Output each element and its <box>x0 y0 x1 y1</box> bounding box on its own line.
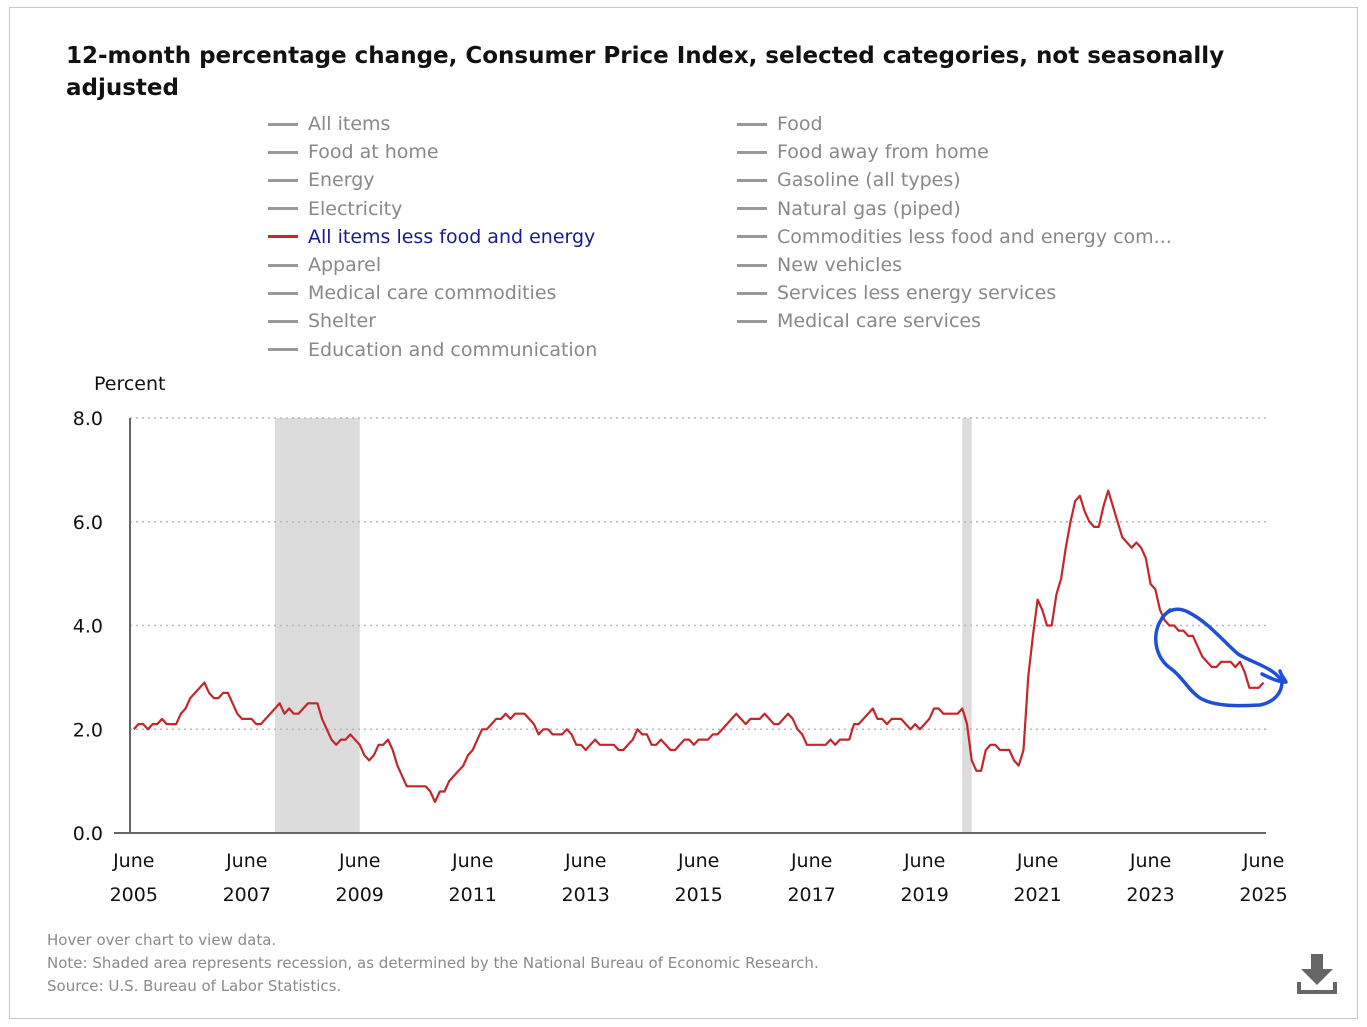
y-tick-label: 8.0 <box>73 408 103 430</box>
legend-label: Food away from home <box>777 141 989 164</box>
x-tick-month: June <box>1129 850 1171 872</box>
legend-swatch <box>737 291 767 295</box>
x-tick-year: 2005 <box>110 884 158 906</box>
legend-swatch <box>268 348 298 352</box>
legend-swatch <box>268 178 298 182</box>
x-tick-month: June <box>112 850 154 872</box>
download-arrow-icon <box>1297 954 1337 994</box>
x-tick-year: 2025 <box>1239 884 1287 906</box>
legend-swatch <box>737 207 767 211</box>
legend-swatch <box>268 291 298 295</box>
legend-label: All items less food and energy <box>308 225 596 248</box>
legend-swatch <box>268 319 298 323</box>
x-tick-year: 2015 <box>674 884 722 906</box>
legend-label: All items <box>308 113 391 135</box>
x-tick-year: 2007 <box>223 884 271 906</box>
annotation-circle <box>1154 607 1288 708</box>
legend-item[interactable]: Food away from home <box>737 138 989 166</box>
y-axis-label: Percent <box>94 373 166 395</box>
legend-swatch <box>737 235 767 239</box>
legend-label: New vehicles <box>777 254 903 276</box>
legend-item[interactable]: Electricity <box>268 195 402 223</box>
legend-item[interactable]: Shelter <box>268 307 376 335</box>
legend-label: Shelter <box>308 310 377 333</box>
hover-hint: Hover over chart to view data. <box>47 931 277 949</box>
x-tick-month: June <box>790 850 832 872</box>
legend-label: Commodities less food and energy com... <box>777 225 1172 248</box>
legend-label: Electricity <box>308 197 403 220</box>
x-tick-month: June <box>677 850 719 872</box>
legend-item[interactable]: Energy <box>268 166 375 194</box>
x-tick-month: June <box>903 850 945 872</box>
legend-label: Food at home <box>308 141 439 164</box>
legend-item[interactable]: New vehicles <box>737 251 902 279</box>
legend-item[interactable]: Natural gas (piped) <box>737 195 961 223</box>
x-tick-month: June <box>1016 850 1058 872</box>
legend-item[interactable]: All items less food and energy <box>268 223 595 251</box>
x-tick-year: 2009 <box>336 884 384 906</box>
x-tick-month: June <box>1242 850 1284 872</box>
legend-label: Medical care services <box>777 310 981 333</box>
recession-band <box>962 418 972 833</box>
y-tick-label: 0.0 <box>73 823 103 845</box>
legend-label: Energy <box>308 169 375 192</box>
legend-swatch <box>737 263 767 267</box>
legend-label: Medical care commodities <box>308 282 557 305</box>
legend-item[interactable]: All items <box>268 110 390 138</box>
legend-item[interactable]: Commodities less food and energy com... <box>737 223 1172 251</box>
legend-item[interactable]: Medical care commodities <box>268 279 556 307</box>
x-tick-year: 2013 <box>562 884 610 906</box>
x-tick-month: June <box>451 850 493 872</box>
x-tick-year: 2019 <box>900 884 948 906</box>
legend-label: Apparel <box>308 254 382 276</box>
chart-frame <box>9 7 1358 1019</box>
x-tick-month: June <box>225 850 267 872</box>
legend-label: Services less energy services <box>777 282 1057 305</box>
legend-label: Natural gas (piped) <box>777 197 961 220</box>
source-note: Source: U.S. Bureau of Labor Statistics. <box>47 977 342 995</box>
y-tick-label: 2.0 <box>73 719 103 741</box>
y-tick-label: 4.0 <box>73 616 103 638</box>
legend-item[interactable]: Apparel <box>268 251 381 279</box>
legend-label: Gasoline (all types) <box>777 169 961 192</box>
y-tick-label: 6.0 <box>73 512 103 534</box>
x-tick-year: 2021 <box>1013 884 1061 906</box>
legend-swatch <box>268 263 298 267</box>
legend-label: Education and communication <box>308 338 598 361</box>
chart-title: 12-month percentage change, Consumer Pri… <box>66 43 1225 101</box>
legend-swatch <box>737 178 767 182</box>
x-tick-month: June <box>338 850 380 872</box>
legend-item[interactable]: Food <box>737 110 823 138</box>
legend-swatch <box>268 150 298 154</box>
x-tick-year: 2011 <box>449 884 497 906</box>
legend-swatch <box>737 122 767 126</box>
legend-swatch <box>268 235 298 239</box>
series-line-core-cpi <box>132 489 1265 804</box>
legend-item[interactable]: Food at home <box>268 138 439 166</box>
download-icon[interactable] <box>1295 952 1339 998</box>
legend-swatch <box>737 150 767 154</box>
legend-item[interactable]: Services less energy services <box>737 279 1056 307</box>
legend-swatch <box>737 319 767 323</box>
x-tick-year: 2017 <box>787 884 835 906</box>
legend-item[interactable]: Medical care services <box>737 307 981 335</box>
legend-item[interactable]: Gasoline (all types) <box>737 166 961 194</box>
legend-swatch <box>268 207 298 211</box>
legend-swatch <box>268 122 298 126</box>
legend-item[interactable]: Education and communication <box>268 336 597 364</box>
x-tick-month: June <box>564 850 606 872</box>
chart-notes: Hover over chart to view data. Note: Sha… <box>47 929 819 998</box>
x-tick-year: 2023 <box>1126 884 1174 906</box>
legend-label: Food <box>777 113 823 135</box>
recession-note: Note: Shaded area represents recession, … <box>47 954 819 972</box>
